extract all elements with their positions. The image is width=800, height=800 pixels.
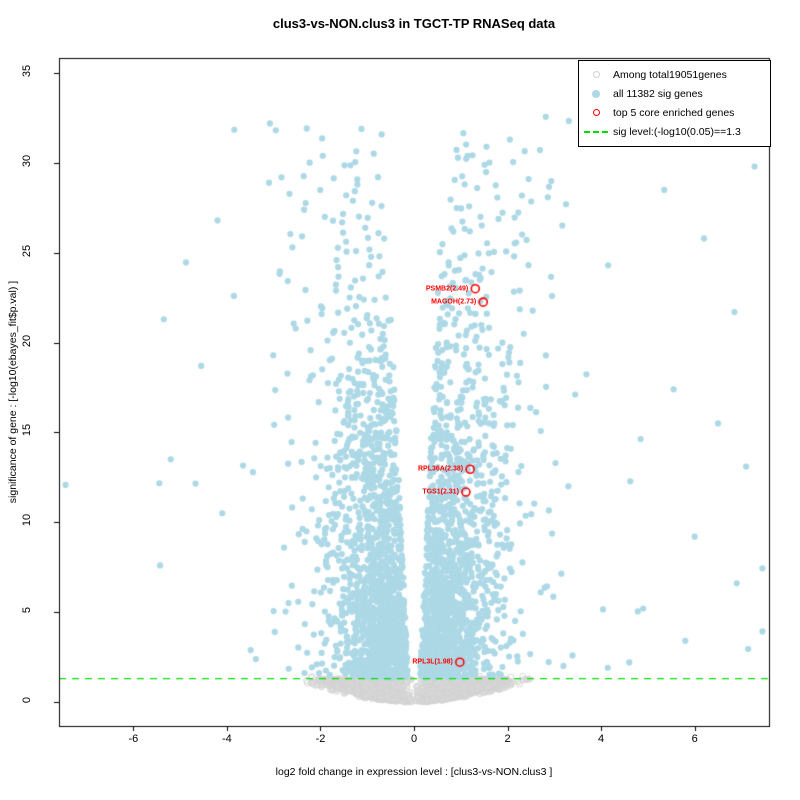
x-tick-label: 4 bbox=[598, 733, 605, 745]
filled-circle-icon bbox=[592, 89, 600, 98]
y-tick-label: 0 bbox=[21, 696, 33, 703]
legend-item: Among total19051genes bbox=[579, 65, 770, 84]
x-tick-label: 6 bbox=[691, 733, 698, 745]
open-circle-icon bbox=[592, 71, 600, 78]
x-tick-label: 0 bbox=[410, 733, 418, 745]
y-tick-label: 30 bbox=[21, 154, 33, 168]
gene-label: RPL3L(1.98) bbox=[412, 658, 453, 666]
gene-label: TGS1(2.31) bbox=[422, 488, 459, 496]
x-tick-label: -4 bbox=[222, 733, 232, 745]
dashed-line-icon bbox=[584, 130, 608, 133]
open-circle-icon bbox=[592, 109, 600, 116]
x-axis-label: log2 fold change in expression level : [… bbox=[275, 766, 553, 778]
gene-label: PSMB2(2.49) bbox=[425, 285, 469, 293]
y-tick-label: 10 bbox=[21, 514, 33, 527]
legend-item-label: all 11382 sig genes bbox=[613, 87, 703, 100]
y-tick-label: 35 bbox=[21, 64, 33, 78]
legend-item: top 5 core enriched genes bbox=[579, 103, 770, 122]
y-tick-label: 5 bbox=[21, 607, 33, 614]
x-tick-label: 2 bbox=[504, 733, 511, 745]
legend-box: Among total19051genes all 11382 sig genes… bbox=[578, 60, 771, 147]
chart-title: clus3-vs-NON.clus3 in TGCT-TP RNASeq dat… bbox=[272, 16, 556, 31]
y-tick-label: 15 bbox=[21, 424, 33, 437]
legend-item-label: Among total19051genes bbox=[613, 68, 727, 81]
legend-item-label: top 5 core enriched genes bbox=[613, 106, 735, 119]
x-tick-label: -6 bbox=[128, 733, 139, 745]
y-tick-label: 25 bbox=[21, 244, 33, 257]
y-axis-label: significance of gene : [-log10(ebayes_fi… bbox=[7, 280, 19, 504]
gene-label: RPL36A(2.38) bbox=[417, 465, 464, 473]
y-tick-label: 20 bbox=[21, 334, 33, 347]
legend-item: sig level:(-log10(0.05)==1.3 bbox=[579, 122, 770, 141]
legend-item: all 11382 sig genes bbox=[579, 84, 770, 103]
legend-item-label: sig level:(-log10(0.05)==1.3 bbox=[613, 125, 741, 138]
gene-label: MAGOH(2.73) bbox=[431, 298, 477, 306]
x-tick-label: -2 bbox=[315, 733, 326, 745]
